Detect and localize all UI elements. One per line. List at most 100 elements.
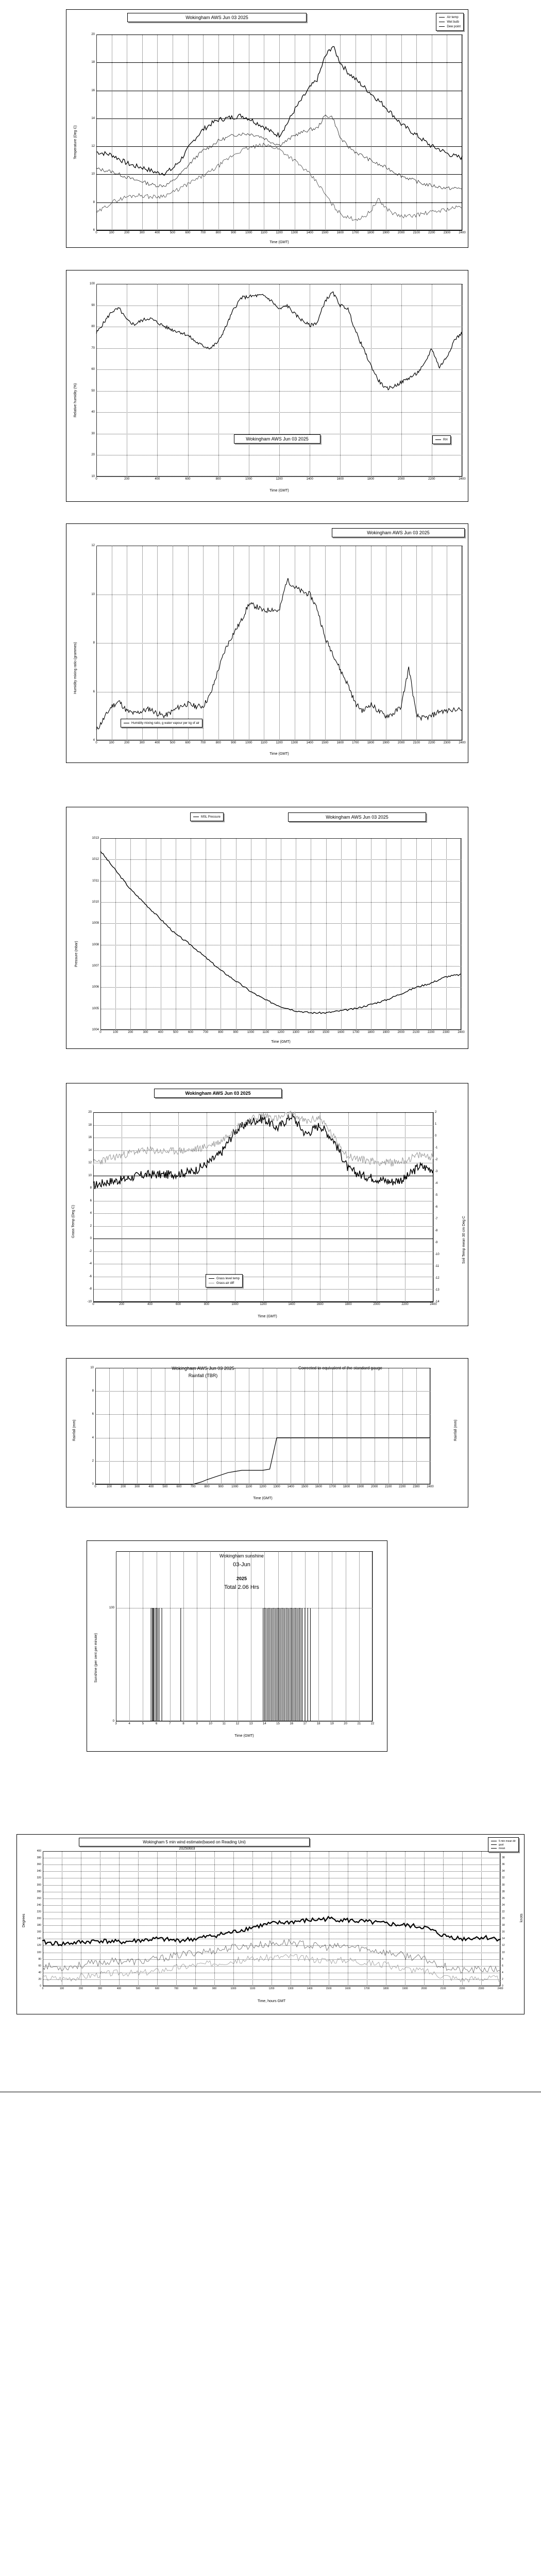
gridline-vertical [340,284,341,477]
y-axis-tick-label-right: -2 [435,1158,438,1161]
y-axis-tick-label: 2 [92,1459,94,1463]
gridline-vertical [188,35,189,230]
y-axis-tick-label-right: -4 [435,1182,438,1185]
gridline-vertical [203,35,204,230]
y-axis-label-temperature: Temperature (Deg C) [74,125,77,159]
y-axis-tick-label-right: 34 [502,1870,505,1873]
x-axis-label-rainfall: Time (GMT) [253,1497,273,1500]
gridline-vertical [93,1112,94,1302]
x-axis-tick-label: 1700 [329,1485,336,1488]
y-axis-tick-label: 8 [93,641,95,645]
x-axis-tick-label: 400 [158,1031,163,1034]
gridline-vertical [462,35,463,230]
x-axis-tick-label: 900 [218,1485,224,1488]
y-axis-tick-label: 1012 [92,858,99,861]
gridline-horizontal [95,1484,430,1485]
gridline-horizontal [93,1150,433,1151]
x-axis-label-wind: Time, hours GMT [257,1999,286,2003]
x-axis-tick-label: 1200 [259,1485,266,1488]
y-axis-tick-label: 90 [91,303,95,307]
x-axis-tick-label: 0 [42,1987,44,1990]
legend-line-icon [439,17,445,18]
x-axis-tick-label: 2400 [497,1987,503,1990]
y-axis-tick-label: 300 [37,1883,41,1887]
gridline-vertical [142,35,143,230]
x-axis-tick-label: 21 [357,1722,361,1725]
x-axis-tick-label: 1100 [245,1485,252,1488]
gridline-vertical [157,284,158,477]
x-axis-tick-label: 2100 [385,1485,392,1488]
gridline-horizontal [96,146,462,147]
gridline-horizontal [96,412,462,413]
series-lines-pressure [100,851,462,1014]
x-axis-tick-label: 1600 [337,1031,345,1034]
gridline-horizontal [43,1932,500,1933]
x-axis-tick-label: 9 [196,1722,198,1725]
y-axis-tick-label: 8 [93,200,95,204]
x-axis-tick-label: 1200 [260,1303,267,1306]
y-axis-tick-label: 40 [91,411,95,414]
y-axis-tick-label: -6 [89,1275,92,1278]
x-axis-tick-label: 200 [121,1485,126,1488]
x-axis-tick-label: 1000 [247,1031,255,1034]
gridline-vertical [402,1368,403,1484]
x-axis-tick-label: 500 [136,1987,141,1990]
gridline-horizontal [43,1979,500,1980]
x-axis-tick-label: 22 [370,1722,375,1725]
y-axis-tick-label-right: -7 [435,1217,438,1221]
x-axis-tick-label: 1900 [382,741,390,744]
legend-item-hmr: Humidity mixing ratio, g water vapour pe… [124,721,199,725]
gridline-horizontal [43,1925,500,1926]
legend-line-icon [209,1278,214,1279]
plot-area-wind: 0 100 200 300 400 500 600 700 800 900 1000 1100 1200… [37,1850,505,1990]
y-axis-tick-label: 10 [90,1366,94,1369]
gridline-vertical [95,1368,96,1484]
y-axis-tick-label: 10 [91,475,95,478]
y-axis-tick-label-right: 36 [502,1863,505,1867]
x-axis-tick-label: 2200 [399,1485,406,1488]
y-axis-tick-label: 16 [88,1136,92,1140]
gridline-vertical [279,284,280,477]
y-axis-tick-label: -2 [89,1249,92,1253]
gridline-horizontal [96,348,462,349]
gridline-horizontal [100,987,461,988]
gridline-vertical [123,1368,124,1484]
x-axis-tick-label: 1600 [336,231,344,234]
gridline-horizontal [96,369,462,370]
gridline-horizontal [43,1885,500,1886]
y-axis-tick-label: 4 [92,1436,94,1439]
x-axis-tick-label: 2300 [443,231,451,234]
plot-area-grass: 0 200 400 600 800 1000 1200 1400 1600 1800 2000 220… [87,1110,439,1306]
gridline-horizontal [96,391,462,392]
gridline-vertical [461,838,462,1030]
y-axis-tick-label: 1013 [92,837,99,840]
gridline-horizontal [100,966,461,967]
y-axis-tick-label: 30 [91,432,95,435]
gridline-vertical [401,35,402,230]
y-axis-tick-label: 0 [40,1985,41,1988]
x-axis-tick-label: 200 [124,231,130,234]
gridline-vertical [388,1368,389,1484]
x-axis-tick-label: 1700 [364,1987,370,1990]
gridline-vertical [340,35,341,230]
gridline-vertical [446,838,447,1030]
legend-item-air-temp: Air temp [439,15,461,20]
x-axis-tick-label: 1800 [367,231,375,234]
x-axis-tick-label: 2300 [443,741,451,744]
x-axis-tick-label: 600 [185,478,191,481]
chart-legend-pressure: MSL Pressure [190,812,224,821]
y-axis-tick-label-right: 2 [502,1977,503,1981]
x-axis-tick-label: 100 [59,1987,64,1990]
gridline-vertical [218,35,219,230]
y-axis-tick-label: 1008 [92,943,99,946]
y-axis-tick-label: 80 [91,325,95,329]
chart-title-temperature: Wokingham AWS Jun 03 2025 [127,13,307,22]
gridline-vertical [109,1368,110,1484]
chart-panel-humidity-mixing-ratio: 0 100 200 300 400 500 600 700 800 900 1000 1100 1200… [66,523,468,763]
chart-title-sunshine: Wokingham sunshine [219,1553,264,1558]
chart-panel-sunshine: 3 4 5 6 7 8 9 10 11 12 13 14 15 16 17 18 19 20 21 22 0 100 Wo… [87,1540,387,1752]
x-axis-tick-label: 200 [119,1303,125,1306]
x-axis-tick-label: 200 [124,741,130,744]
legend-item-mean: mean [491,1846,516,1850]
gridline-vertical [207,1368,208,1484]
